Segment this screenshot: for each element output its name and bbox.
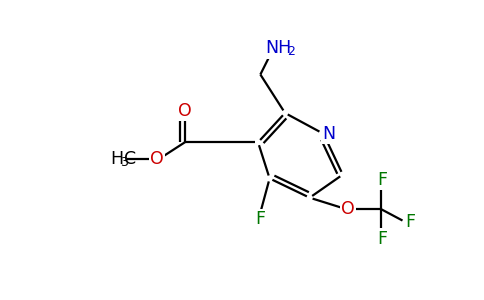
Text: O: O — [178, 102, 192, 120]
Text: F: F — [377, 230, 387, 247]
Text: 2: 2 — [287, 45, 295, 58]
Text: 3: 3 — [120, 156, 128, 169]
Text: H: H — [110, 150, 123, 168]
Text: N: N — [322, 125, 335, 143]
Text: NH: NH — [266, 39, 292, 57]
Text: F: F — [256, 210, 265, 228]
Text: F: F — [377, 171, 387, 189]
Text: F: F — [406, 213, 416, 231]
Text: O: O — [151, 150, 164, 168]
Text: O: O — [341, 200, 355, 218]
Text: C: C — [124, 150, 136, 168]
